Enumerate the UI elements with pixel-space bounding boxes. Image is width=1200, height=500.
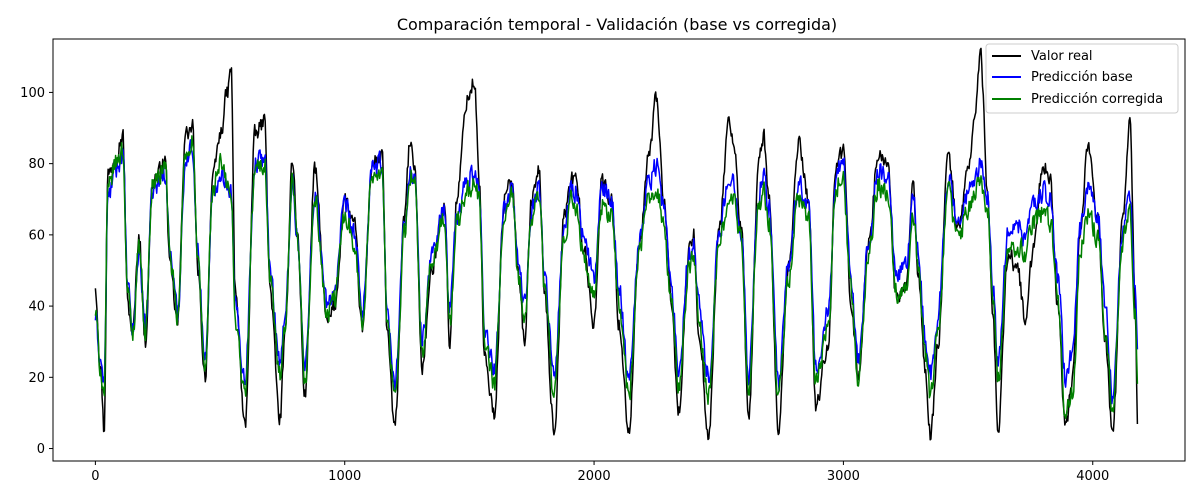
legend-item-prediccion-base: Predicción base xyxy=(992,70,1133,85)
legend-item-prediccion-corregida: Predicción corregida xyxy=(992,92,1163,107)
y-axis: 0 20 40 60 80 100 xyxy=(20,86,53,457)
legend-label-prediccion-base: Predicción base xyxy=(1031,70,1133,85)
y-tick-label: 40 xyxy=(28,300,45,315)
legend-box xyxy=(985,43,1179,114)
y-tick-label: 80 xyxy=(28,157,45,172)
y-tick-label: 100 xyxy=(20,86,45,101)
x-tick-label: 4000 xyxy=(1076,469,1109,484)
x-axis: 0 1000 2000 3000 4000 xyxy=(91,461,1109,484)
plot-frame xyxy=(52,38,1186,462)
y-tick-label: 0 xyxy=(37,442,45,457)
y-tick-label: 60 xyxy=(28,228,45,243)
x-tick-label: 1000 xyxy=(328,469,361,484)
x-tick-label: 3000 xyxy=(827,469,860,484)
series-line-predicción-corregida xyxy=(94,135,1139,419)
legend-label-valor-real: Valor real xyxy=(1031,49,1093,64)
legend: Valor real Predicción base Predicción co… xyxy=(985,43,1179,114)
legend-label-prediccion-corregida: Predicción corregida xyxy=(1031,92,1163,107)
x-tick-label: 2000 xyxy=(578,469,611,484)
y-tick-label: 20 xyxy=(28,371,45,386)
series-layer xyxy=(94,47,1139,441)
chart-title: Comparación temporal - Validación (base … xyxy=(397,15,837,34)
x-tick-label: 0 xyxy=(91,469,99,484)
legend-item-valor-real: Valor real xyxy=(992,49,1093,64)
